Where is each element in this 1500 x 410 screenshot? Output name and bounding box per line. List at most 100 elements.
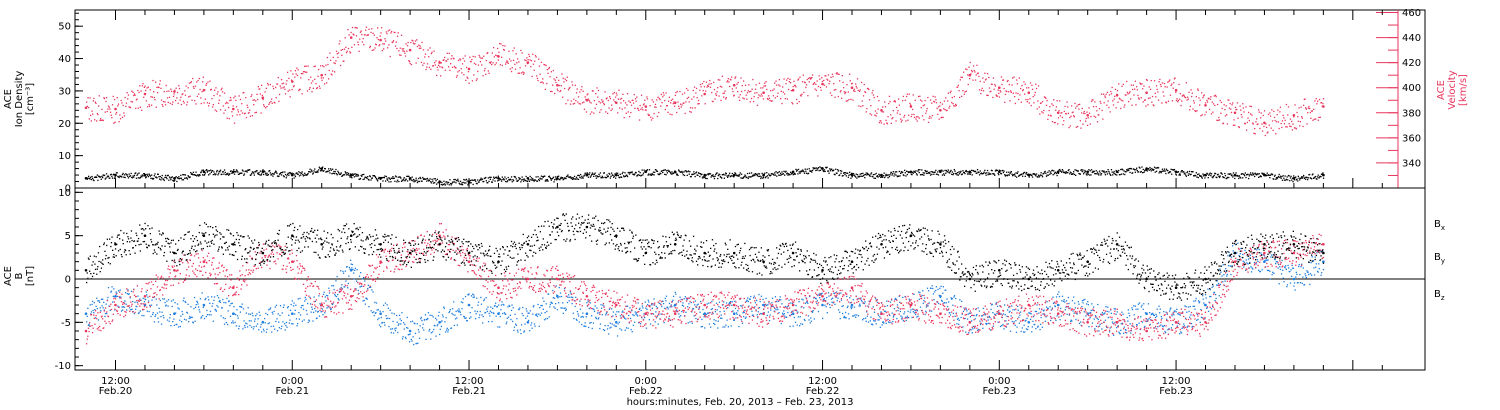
density-point: [269, 170, 271, 172]
density-point: [823, 170, 825, 173]
density-point: [1113, 170, 1115, 173]
velocity-point: [1209, 98, 1211, 100]
by-point: [242, 308, 245, 310]
density-point: [617, 174, 619, 176]
velocity-point: [367, 34, 369, 36]
density-point: [549, 176, 551, 179]
velocity-point: [1077, 104, 1079, 106]
density-point: [530, 179, 532, 181]
density-point: [983, 171, 985, 173]
density-point: [194, 174, 197, 176]
by-point: [356, 269, 358, 271]
velocity-point: [990, 90, 992, 92]
density-point: [125, 174, 128, 176]
density-point: [351, 177, 353, 179]
velocity-point: [804, 82, 806, 84]
density-point: [200, 171, 202, 173]
velocity-point: [613, 99, 615, 101]
density-point: [121, 173, 124, 176]
density-point: [592, 173, 594, 175]
velocity-point: [1289, 118, 1292, 120]
velocity-point: [964, 91, 966, 93]
density-point: [97, 179, 99, 181]
velocity-point: [391, 30, 393, 33]
by-point: [236, 309, 238, 311]
density-point: [1218, 175, 1220, 177]
density-point: [904, 169, 906, 171]
velocity-point: [1017, 92, 1019, 95]
density-point: [650, 174, 653, 176]
density-point: [1180, 171, 1182, 173]
velocity-point: [699, 89, 701, 91]
velocity-point: [982, 77, 984, 79]
velocity-point: [103, 97, 106, 100]
density-point: [1292, 181, 1294, 183]
velocity-point: [330, 73, 332, 75]
density-data-point: [1056, 170, 1060, 174]
density-point: [567, 174, 569, 176]
velocity-point: [89, 97, 91, 99]
velocity-point: [141, 85, 143, 87]
velocity-point: [1175, 91, 1177, 93]
density-point: [446, 183, 448, 185]
velocity-point: [1107, 100, 1109, 102]
by-point: [436, 319, 438, 321]
density-point: [1012, 175, 1014, 177]
velocity-point: [307, 65, 309, 67]
density-point: [425, 178, 427, 180]
velocity-point: [946, 109, 948, 111]
velocity-point: [672, 98, 674, 100]
velocity-point: [225, 101, 228, 103]
density-point: [803, 171, 805, 173]
velocity-point: [1269, 115, 1272, 117]
velocity-point: [1206, 101, 1209, 103]
density-data-point: [880, 173, 883, 177]
velocity-point: [1303, 98, 1305, 101]
density-point: [599, 175, 601, 177]
density-point: [459, 183, 461, 185]
velocity-point: [371, 49, 373, 51]
by-point: [249, 324, 251, 327]
density-point: [261, 173, 263, 175]
velocity-point: [1069, 116, 1071, 119]
velocity-point: [1228, 99, 1230, 101]
density-point: [957, 172, 959, 174]
by-point: [466, 320, 468, 322]
density-point: [839, 174, 841, 176]
by-point: [197, 303, 199, 305]
density-point: [1311, 178, 1313, 180]
by-point: [391, 328, 394, 330]
density-point: [680, 171, 682, 173]
velocity-point: [1159, 78, 1161, 81]
density-point: [178, 178, 181, 180]
velocity-point: [143, 86, 145, 88]
velocity-point: [624, 102, 627, 104]
velocity-point: [963, 93, 965, 95]
density-point: [1230, 173, 1232, 175]
density-point: [643, 169, 645, 171]
velocity-point: [666, 105, 668, 107]
by-point: [163, 298, 166, 300]
by-point: [470, 295, 473, 297]
velocity-point: [437, 69, 439, 71]
density-point: [720, 176, 722, 179]
velocity-point: [400, 54, 402, 56]
density-point: [918, 171, 920, 174]
velocity-point: [701, 95, 703, 97]
density-point: [1186, 171, 1188, 174]
by-point: [436, 325, 438, 327]
velocity-point: [1112, 104, 1115, 106]
density-point: [583, 174, 586, 176]
velocity-point: [328, 69, 330, 72]
by-point: [515, 324, 517, 326]
density-point: [864, 177, 866, 179]
by-point: [686, 299, 688, 301]
velocity-point: [1239, 105, 1241, 107]
velocity-point: [453, 58, 455, 60]
density-point: [921, 174, 924, 176]
velocity-point: [404, 55, 407, 57]
density-point: [751, 175, 753, 177]
density-point: [1018, 175, 1020, 177]
density-point: [849, 171, 851, 173]
